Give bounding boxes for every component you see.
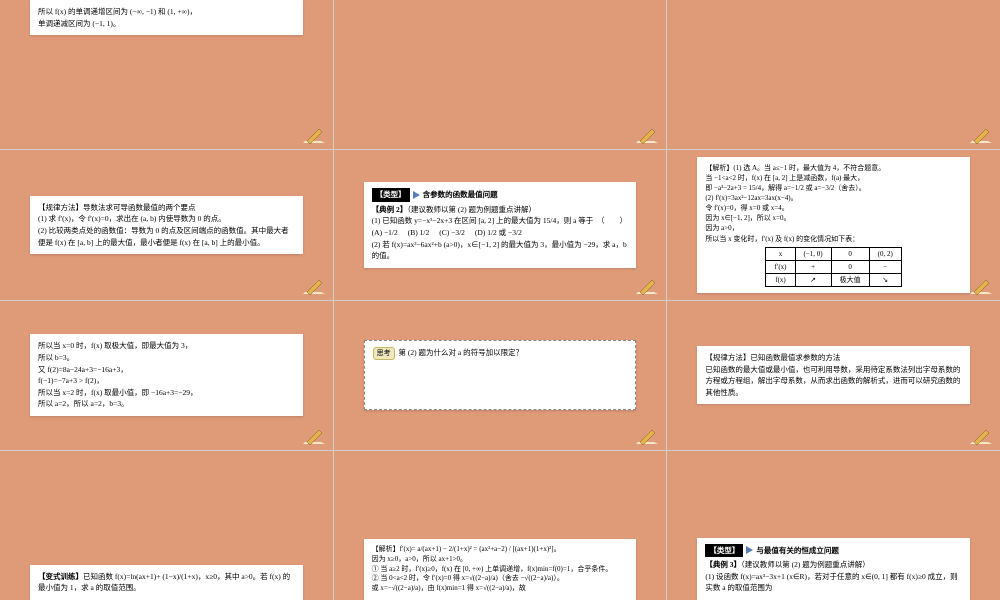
text: f(−1)=−7a+3 > f(2)， xyxy=(38,375,295,387)
th: x xyxy=(766,247,795,260)
opt-a: (A) −1/2 xyxy=(372,227,398,239)
pencil-icon xyxy=(301,428,327,446)
text: 即 −a³−2a+3 = 15/4，解得 a=−1/2 或 a=−3/2（舍去）… xyxy=(705,183,962,193)
pencil-icon xyxy=(968,428,994,446)
body: 已知函数的最大值或最小值，也可利用导数，采用待定系数法列出字母系数的方程或方程组… xyxy=(705,364,962,399)
heading: 【规律方法】导数法求可导函数最值的两个要点 xyxy=(38,202,295,214)
pencil-icon xyxy=(634,278,660,296)
slide-9: 【规律方法】已知函数最值求参数的方法 已知函数的最大值或最小值，也可利用导数，采… xyxy=(667,301,1000,450)
card-1: 所以 f(x) 的单调递增区间为 (−∞, −1) 和 (1, +∞)， 单调递… xyxy=(30,0,303,35)
heading: 【规律方法】已知函数最值求参数的方法 xyxy=(705,352,962,364)
text: 当 −1<a<2 时，f(x) 在 [a, 2] 上是减函数，f(a) 最大， xyxy=(705,173,962,183)
pencil-icon xyxy=(968,127,994,145)
text: 令 f′(x)=0，得 x=0 或 x=4。 xyxy=(705,203,962,213)
slide-5: 【类型】 含参数的函数最值问题 【典例 2】（建议教师以第 (2) 题为例题重点… xyxy=(334,150,667,299)
card-5: 【类型】 含参数的函数最值问题 【典例 2】（建议教师以第 (2) 题为例题重点… xyxy=(364,182,637,268)
text: ① 当 a≥2 时，f′(x)≥0，f(x) 在 [0, +∞) 上单调递增，f… xyxy=(372,565,629,575)
text: 【变式训练】已知函数 f(x)=ln(ax+1)+ (1−x)/(1+x)，x≥… xyxy=(38,571,295,594)
pencil-icon xyxy=(634,127,660,145)
text: 因为 a>0， xyxy=(705,223,962,233)
slide-4: 【变式训练】已知函数 f(x)=ln(ax+1)+ (1−x)/(1+x)，x≥… xyxy=(0,451,333,600)
slide-6: 思考 第 (2) 题为什么对 a 的符号加以限定？ xyxy=(334,301,667,450)
text: 所以当 x 变化时，f′(x) 及 f(x) 的变化情况如下表： xyxy=(705,234,962,244)
slide-7: 【解析】f′(x)= a/(ax+1) − 2/(1+x)² = (ax²+a−… xyxy=(334,451,667,600)
text: (2) 比较两类点处的函数值：导数为 0 的点及区间端点的函数值。其中最大者便是… xyxy=(38,225,295,248)
text: 或 x=−√((2−a)/a)，由 f(x)min=1 得 x=√((2−a)/… xyxy=(372,584,629,594)
td: 极大值 xyxy=(831,274,869,287)
slide-8: 【解析】(1) 选 A。当 a≤−1 时，最大值为 4，不符合题意。 当 −1<… xyxy=(667,150,1000,299)
text: ② 当 0<a<2 时，令 f′(x)=0 得 x=√((2−a)/a)（舍去 … xyxy=(372,574,629,584)
table-row: f′(x) + 0 − xyxy=(766,260,901,273)
type-title: 与最值有关的恒成立问题 xyxy=(756,545,839,557)
text: 所以当 x=2 时，f(x) 取最小值，即 −16a+3=−29， xyxy=(38,387,295,399)
td: f(x) xyxy=(766,274,795,287)
card-8: 【解析】(1) 选 A。当 a≤−1 时，最大值为 4，不符合题意。 当 −1<… xyxy=(697,157,970,294)
td: + xyxy=(795,260,831,273)
table-row: f(x) ↗ 极大值 ↘ xyxy=(766,274,901,287)
th: 0 xyxy=(831,247,869,260)
pencil-icon xyxy=(634,428,660,446)
type-label: 【类型】 xyxy=(372,188,410,202)
arrow-icon xyxy=(413,191,420,199)
th: (0, 2) xyxy=(869,247,901,260)
td: ↘ xyxy=(869,274,901,287)
slide-2: 【规律方法】导数法求可导函数最值的两个要点 (1) 求 f′(x)，令 f′(x… xyxy=(0,150,333,299)
pencil-icon xyxy=(301,127,327,145)
text: 所以当 x=0 时，f(x) 取极大值，即最大值为 3， xyxy=(38,340,295,352)
think-body: 第 (2) 题为什么对 a 的符号加以限定？ xyxy=(399,348,524,357)
heading: 【解析】f′(x)= a/(ax+1) − 2/(1+x)² = (ax²+a−… xyxy=(372,545,629,555)
arrow-icon xyxy=(746,546,753,554)
text: 因为 x≥0，a>0，所以 ax+1>0。 xyxy=(372,555,629,565)
card-4: 【变式训练】已知函数 f(x)=ln(ax+1)+ (1−x)/(1+x)，x≥… xyxy=(30,565,303,600)
options: (A) −1/2 (B) 1/2 (C) −3/2 (D) 1/2 或 −3/2 xyxy=(372,227,629,239)
type-heading: 【类型】 含参数的函数最值问题 xyxy=(372,188,498,202)
think-icon: 思考 xyxy=(373,347,395,360)
example-label: 【典例 2】（建议教师以第 (2) 题为例题重点讲解） xyxy=(372,204,629,216)
q1: (1) 已知函数 y=−x³−2x+3 在区间 [a, 2] 上的最大值为 15… xyxy=(372,215,629,227)
td: f′(x) xyxy=(766,260,795,273)
text: 单调递减区间为 (−1, 1)。 xyxy=(38,18,295,30)
opt-d: (D) 1/2 或 −3/2 xyxy=(475,227,522,239)
card-3: 所以当 x=0 时，f(x) 取极大值，即最大值为 3， 所以 b=3。 又 f… xyxy=(30,334,303,416)
q2: (2) 若 f(x)=ax³−6ax²+b (a>0)，x∈[−1, 2] 的最… xyxy=(372,239,629,262)
text: 所以 b=3。 xyxy=(38,352,295,364)
type-heading: 【类型】 与最值有关的恒成立问题 xyxy=(705,544,839,558)
heading: 【解析】(1) 选 A。当 a≤−1 时，最大值为 4，不符合题意。 xyxy=(705,163,962,173)
text: (2) f′(x)=3ax²−12ax=3ax(x−4)。 xyxy=(705,193,962,203)
slide-empty-1 xyxy=(334,0,667,149)
type-title: 含参数的函数最值问题 xyxy=(423,189,498,201)
card-10: 【类型】 与最值有关的恒成立问题 【典例 3】（建议教师以第 (2) 题为例题重… xyxy=(697,538,970,600)
card-9: 【规律方法】已知函数最值求参数的方法 已知函数的最大值或最小值，也可利用导数，采… xyxy=(697,346,970,405)
card-2: 【规律方法】导数法求可导函数最值的两个要点 (1) 求 f′(x)，令 f′(x… xyxy=(30,196,303,255)
text: 所以 f(x) 的单调递增区间为 (−∞, −1) 和 (1, +∞)， xyxy=(38,6,295,18)
q1: (1) 设函数 f(x)=ax³−3x+1 (x∈R)，若对于任意的 x∈(0,… xyxy=(705,571,962,594)
card-7: 【解析】f′(x)= a/(ax+1) − 2/(1+x)² = (ax²+a−… xyxy=(364,539,637,600)
opt-b: (B) 1/2 xyxy=(408,227,429,239)
td: ↗ xyxy=(795,274,831,287)
td: 0 xyxy=(831,260,869,273)
sign-table: x (−1, 0) 0 (0, 2) f′(x) + 0 − f(x) ↗ 极大… xyxy=(765,247,901,287)
table-row: x (−1, 0) 0 (0, 2) xyxy=(766,247,901,260)
th: (−1, 0) xyxy=(795,247,831,260)
text: 所以 a=2，所以 a=2，b=3。 xyxy=(38,398,295,410)
slide-3: 所以当 x=0 时，f(x) 取极大值，即最大值为 3， 所以 b=3。 又 f… xyxy=(0,301,333,450)
text: (1) 求 f′(x)，令 f′(x)=0，求出在 (a, b) 内使导数为 0… xyxy=(38,213,295,225)
type-label: 【类型】 xyxy=(705,544,743,558)
text: 因为 x∈[−1, 2]，所以 x=0。 xyxy=(705,213,962,223)
slide-empty-2 xyxy=(667,0,1000,149)
td: − xyxy=(869,260,901,273)
text: 又 f(2)=8a−24a+3=−16a+3， xyxy=(38,364,295,376)
slide-1: 所以 f(x) 的单调递增区间为 (−∞, −1) 和 (1, +∞)， 单调递… xyxy=(0,0,333,149)
pencil-icon xyxy=(301,278,327,296)
pencil-icon xyxy=(968,278,994,296)
example-label: 【典例 3】（建议教师以第 (2) 题为例题重点讲解） xyxy=(705,559,962,571)
slide-10: 【类型】 与最值有关的恒成立问题 【典例 3】（建议教师以第 (2) 题为例题重… xyxy=(667,451,1000,600)
slide-grid: 所以 f(x) 的单调递增区间为 (−∞, −1) 和 (1, +∞)， 单调递… xyxy=(0,0,1000,600)
opt-c: (C) −3/2 xyxy=(439,227,465,239)
card-6: 思考 第 (2) 题为什么对 a 的符号加以限定？ xyxy=(364,340,637,410)
